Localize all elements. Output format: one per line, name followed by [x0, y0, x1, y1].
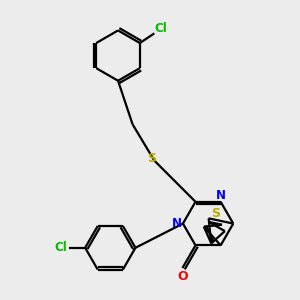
Text: Cl: Cl [154, 22, 167, 35]
Text: Cl: Cl [55, 241, 67, 254]
Text: O: O [177, 270, 188, 283]
Text: S: S [212, 207, 220, 220]
Text: N: N [172, 217, 182, 230]
Text: S: S [147, 152, 156, 165]
Text: N: N [216, 189, 226, 202]
